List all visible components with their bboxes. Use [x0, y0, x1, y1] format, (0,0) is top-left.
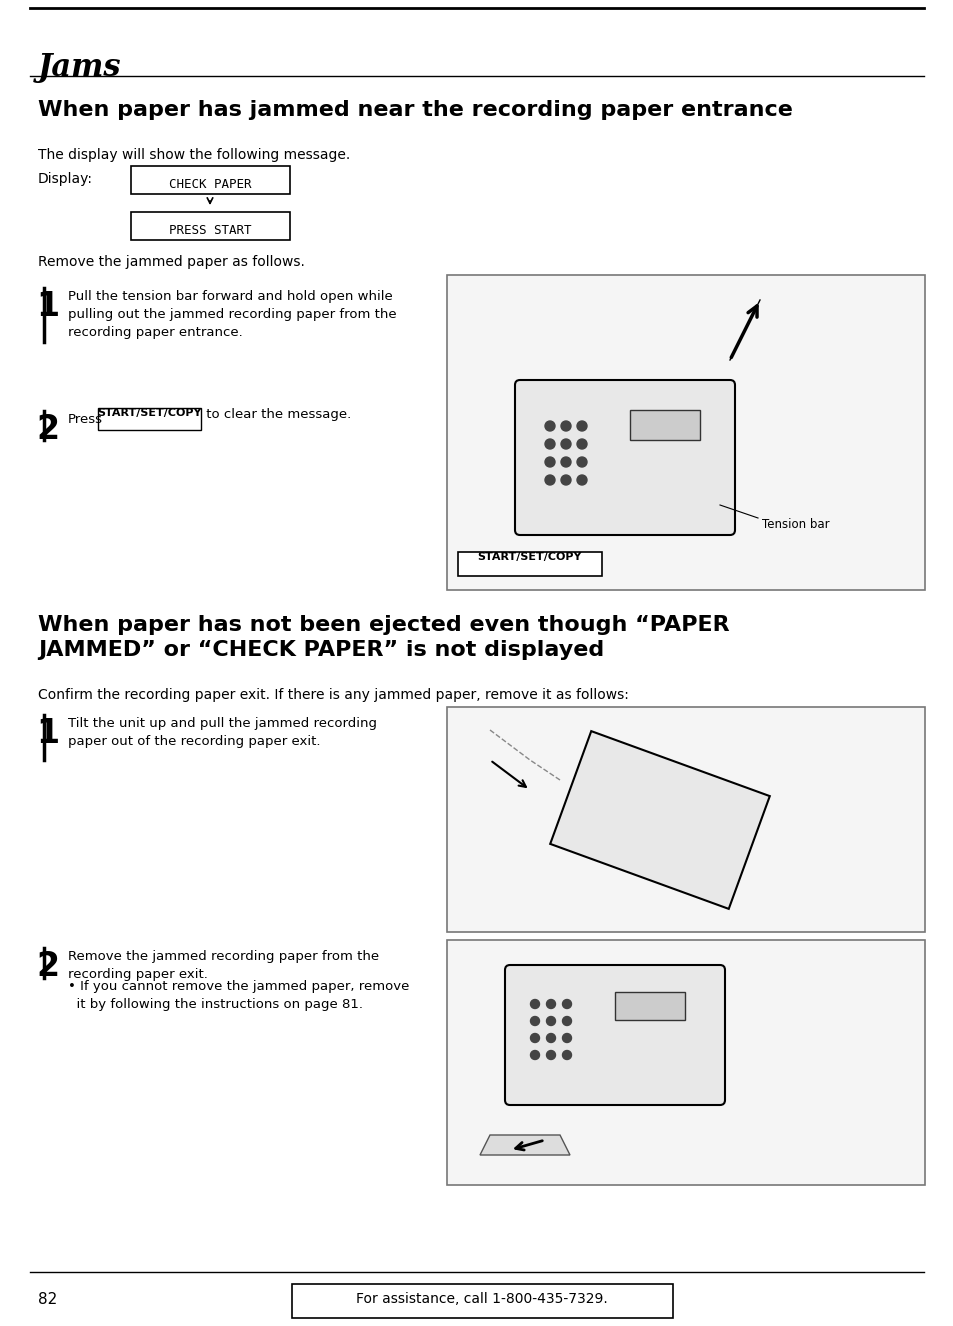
- FancyBboxPatch shape: [457, 552, 601, 575]
- FancyBboxPatch shape: [131, 212, 290, 240]
- Text: 82: 82: [38, 1292, 57, 1307]
- Text: 1: 1: [36, 290, 59, 324]
- Bar: [447, 940, 924, 1185]
- Text: When paper has not been ejected even though “PAPER
JAMMED” or “CHECK PAPER” is n: When paper has not been ejected even tho…: [38, 615, 729, 660]
- Circle shape: [544, 457, 555, 467]
- FancyBboxPatch shape: [515, 381, 734, 534]
- Text: PRESS START: PRESS START: [169, 224, 251, 237]
- Circle shape: [562, 1033, 571, 1042]
- Text: The display will show the following message.: The display will show the following mess…: [38, 149, 350, 162]
- FancyBboxPatch shape: [98, 407, 201, 430]
- Text: When paper has jammed near the recording paper entrance: When paper has jammed near the recording…: [38, 99, 792, 119]
- Circle shape: [530, 1017, 539, 1025]
- Circle shape: [546, 1017, 555, 1025]
- Circle shape: [546, 1033, 555, 1042]
- Bar: [615, 992, 684, 1020]
- Text: Tilt the unit up and pull the jammed recording
paper out of the recording paper : Tilt the unit up and pull the jammed rec…: [68, 717, 376, 748]
- Polygon shape: [479, 1135, 569, 1155]
- Text: Remove the jammed recording paper from the
recording paper exit.: Remove the jammed recording paper from t…: [68, 949, 378, 981]
- Text: Remove the jammed paper as follows.: Remove the jammed paper as follows.: [38, 255, 305, 269]
- Circle shape: [562, 1000, 571, 1009]
- Text: Press: Press: [68, 412, 103, 426]
- Circle shape: [577, 439, 586, 450]
- Circle shape: [560, 439, 571, 450]
- Text: to clear the message.: to clear the message.: [202, 408, 351, 420]
- Circle shape: [577, 457, 586, 467]
- FancyBboxPatch shape: [504, 965, 724, 1105]
- Circle shape: [530, 1050, 539, 1059]
- Text: Confirm the recording paper exit. If there is any jammed paper, remove it as fol: Confirm the recording paper exit. If the…: [38, 688, 628, 701]
- Text: Display:: Display:: [38, 172, 92, 186]
- Circle shape: [560, 420, 571, 431]
- Text: START/SET/COPY: START/SET/COPY: [97, 408, 202, 418]
- Circle shape: [577, 475, 586, 485]
- FancyBboxPatch shape: [131, 166, 290, 194]
- Bar: [629, 410, 700, 440]
- Bar: [447, 274, 924, 590]
- Bar: [447, 707, 924, 932]
- Text: 2: 2: [36, 949, 59, 983]
- Text: 2: 2: [36, 412, 59, 446]
- Circle shape: [562, 1017, 571, 1025]
- Text: START/SET/COPY: START/SET/COPY: [477, 552, 581, 562]
- Circle shape: [546, 1000, 555, 1009]
- Text: Pull the tension bar forward and hold open while
pulling out the jammed recordin: Pull the tension bar forward and hold op…: [68, 290, 396, 339]
- Text: CHECK PAPER: CHECK PAPER: [169, 178, 251, 191]
- Circle shape: [560, 475, 571, 485]
- Text: Jams: Jams: [38, 52, 121, 84]
- FancyBboxPatch shape: [292, 1284, 672, 1318]
- Text: Tension bar: Tension bar: [761, 518, 829, 530]
- Circle shape: [560, 457, 571, 467]
- Circle shape: [544, 439, 555, 450]
- Circle shape: [530, 1033, 539, 1042]
- Circle shape: [562, 1050, 571, 1059]
- Circle shape: [544, 420, 555, 431]
- Text: For assistance, call 1-800-435-7329.: For assistance, call 1-800-435-7329.: [355, 1292, 607, 1306]
- Circle shape: [530, 1000, 539, 1009]
- Circle shape: [546, 1050, 555, 1059]
- Text: • If you cannot remove the jammed paper, remove
  it by following the instructio: • If you cannot remove the jammed paper,…: [68, 980, 409, 1010]
- Circle shape: [544, 475, 555, 485]
- Circle shape: [577, 420, 586, 431]
- Polygon shape: [550, 731, 769, 908]
- Text: 1: 1: [36, 717, 59, 751]
